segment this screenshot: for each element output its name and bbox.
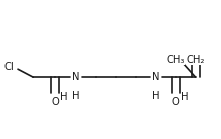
Text: O: O [51,97,59,107]
Text: H: H [181,92,188,102]
Text: H: H [152,91,160,101]
Text: H: H [72,91,80,101]
Text: Cl: Cl [5,62,14,72]
Text: N: N [72,72,80,82]
Text: Cl: Cl [4,62,13,72]
Text: N: N [152,72,160,82]
Text: H: H [60,92,68,102]
Text: O: O [172,97,180,107]
Text: CH₂: CH₂ [186,55,205,65]
Text: CH₃: CH₃ [166,55,185,65]
